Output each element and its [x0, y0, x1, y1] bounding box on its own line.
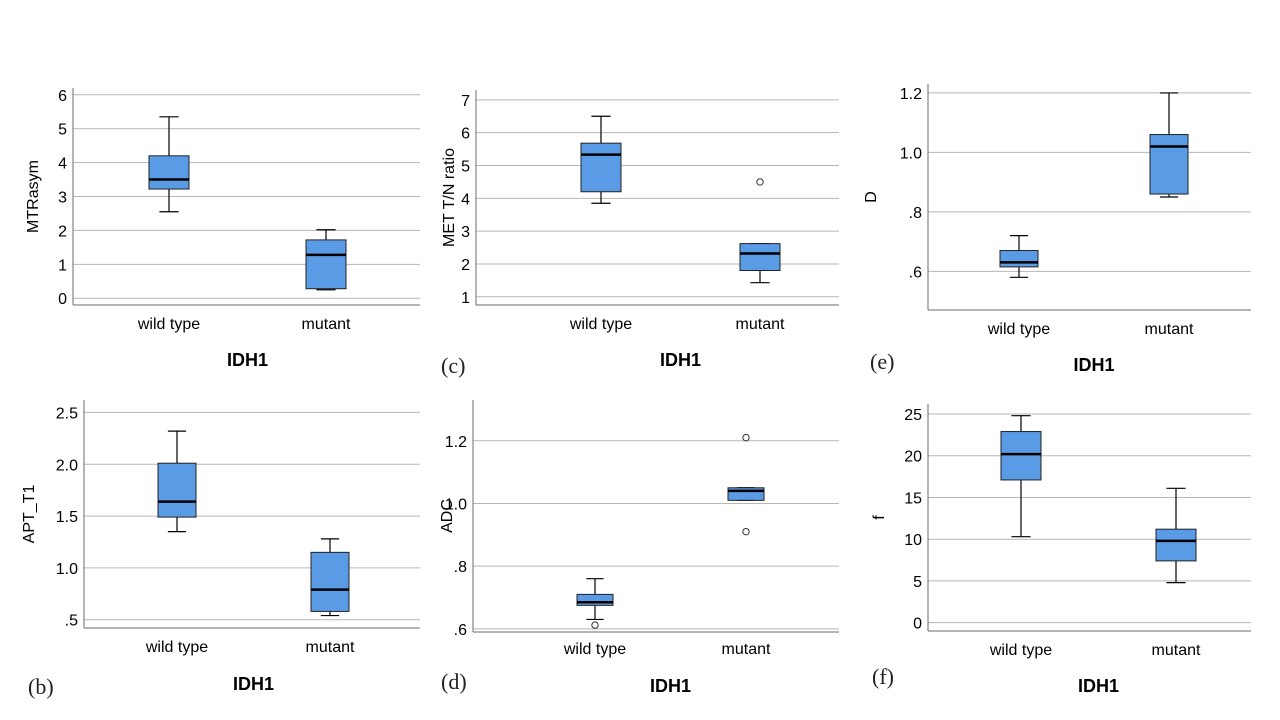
y-tick-label: 1.0 [445, 496, 467, 513]
y-tick-label: 1.0 [900, 145, 922, 162]
y-tick-label: .8 [454, 559, 467, 576]
box-1 [739, 178, 781, 284]
chart-panel-a: 0 1 2 3 4 5 6 wild type mutant MTRasym IDH1 [25, 88, 420, 370]
x-tick-label: mutant [306, 639, 355, 656]
y-tick-label: 1.5 [56, 509, 78, 526]
y-tick-label: 1 [461, 290, 470, 307]
chart-panel-e: .6 .8 1.0 1.2 wild type mutant D IDH1 (e) [863, 84, 1251, 375]
y-tick-label: 0 [58, 291, 67, 308]
box-1 [310, 538, 350, 617]
box-iqr [580, 142, 622, 193]
y-tick-label: 20 [904, 449, 922, 466]
box-iqr [148, 155, 190, 190]
x-axis-title: IDH1 [650, 676, 691, 696]
x-axis-title: IDH1 [660, 350, 701, 370]
box-iqr [1000, 431, 1042, 481]
y-tick-label: 0 [913, 616, 922, 633]
x-axis-title: IDH1 [1073, 355, 1114, 375]
x-axis-title: IDH1 [233, 674, 274, 694]
y-tick-label: 1.0 [56, 561, 78, 578]
chart-panel-d: .6 .8 1.0 1.2 wild type mutant ADC IDH1 (d) [439, 400, 839, 696]
x-tick-label: wild type [989, 642, 1052, 659]
box-iqr [305, 239, 347, 290]
y-tick-label: 2.0 [56, 457, 78, 474]
box-1 [727, 433, 765, 536]
y-tick-label: 1.2 [900, 86, 922, 103]
y-tick-label: 2 [58, 223, 67, 240]
panel-label: (f) [872, 664, 894, 689]
y-tick-label: 5 [913, 574, 922, 591]
y-axis-title: MTRasym [25, 160, 42, 233]
box-iqr [157, 462, 197, 518]
y-tick-label: 2 [461, 257, 470, 274]
box-iqr [727, 487, 765, 501]
x-tick-label: wild type [987, 321, 1050, 338]
chart-panel-b: .5 1.0 1.5 2.0 2.5 wild type mutant APT_T1 IDH1 (… [21, 400, 420, 699]
x-tick-label: mutant [1152, 642, 1201, 659]
y-tick-label: 6 [461, 126, 470, 143]
y-tick-label: .5 [65, 613, 78, 630]
y-axis-title: MET T/N ratio [441, 148, 458, 247]
x-tick-label: wild type [145, 639, 208, 656]
y-tick-label: 7 [461, 93, 470, 110]
y-tick-label: 1.2 [445, 434, 467, 451]
box-0 [580, 115, 622, 204]
x-tick-label: mutant [722, 641, 771, 658]
x-tick-label: wild type [137, 316, 200, 333]
y-tick-label: 25 [904, 407, 922, 424]
box-iqr [310, 551, 350, 612]
x-tick-label: mutant [736, 316, 785, 333]
y-tick-label: 4 [461, 191, 470, 208]
y-tick-label: .8 [909, 205, 922, 222]
panel-label: (e) [870, 349, 894, 374]
panel-label: (c) [441, 353, 465, 378]
box-iqr [1149, 134, 1189, 195]
x-axis-title: IDH1 [1078, 676, 1119, 696]
box-0 [157, 430, 197, 533]
y-tick-label: .6 [909, 264, 922, 281]
outlier-point [742, 433, 750, 442]
y-tick-label: 2.5 [56, 405, 78, 422]
box-0 [148, 116, 190, 213]
box-iqr [999, 250, 1039, 268]
y-axis-title: D [863, 191, 880, 203]
x-tick-label: wild type [569, 316, 632, 333]
y-axis-title: ADC [439, 499, 456, 533]
box-iqr [1155, 528, 1197, 562]
box-0 [1000, 415, 1042, 538]
y-tick-label: 4 [58, 156, 67, 173]
y-tick-label: 15 [904, 490, 922, 507]
box-0 [576, 578, 614, 629]
outlier-point [742, 527, 750, 536]
box-iqr [576, 593, 614, 606]
x-tick-label: mutant [1145, 321, 1194, 338]
x-axis-title: IDH1 [227, 350, 268, 370]
x-tick-label: wild type [563, 641, 626, 658]
outlier-point [756, 178, 764, 186]
y-axis-title: f [871, 515, 888, 520]
y-tick-label: .6 [454, 622, 467, 639]
box-iqr [739, 243, 781, 272]
y-tick-label: 3 [58, 190, 67, 207]
y-tick-label: 6 [58, 88, 67, 105]
panel-label: (b) [28, 674, 54, 699]
box-1 [305, 229, 347, 291]
x-tick-label: mutant [302, 316, 351, 333]
y-tick-label: 1 [58, 257, 67, 274]
chart-panel-c: 1 2 3 4 5 6 7 wild type mutant MET T/N ratio IDH1 (… [441, 90, 839, 378]
box-0 [999, 235, 1039, 278]
chart-panel-f: 0 5 10 15 20 25 wild type mutant f IDH1 (f) [871, 404, 1251, 696]
panel-label: (d) [441, 669, 467, 694]
box-1 [1155, 487, 1197, 584]
y-tick-label: 5 [461, 158, 470, 175]
y-tick-label: 10 [904, 532, 922, 549]
outlier-point [591, 621, 599, 629]
y-axis-title: APT_T1 [21, 485, 38, 544]
y-tick-label: 3 [461, 224, 470, 241]
y-tick-label: 5 [58, 122, 67, 139]
box-1 [1149, 92, 1189, 198]
